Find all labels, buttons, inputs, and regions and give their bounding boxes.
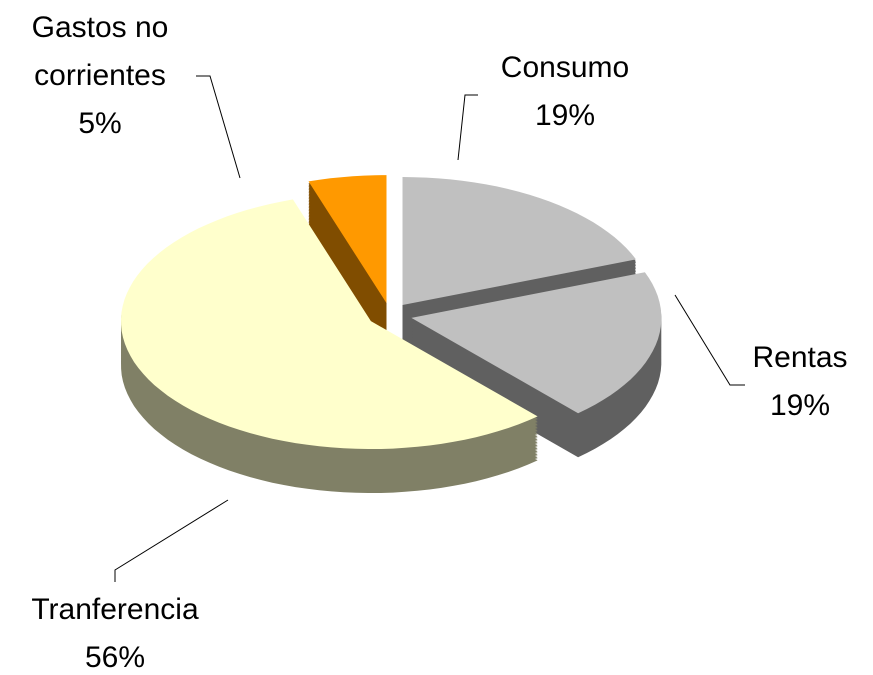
value-label: 19% (769, 389, 831, 422)
slice-label: Gastos no corrientes 5% (10, 4, 190, 148)
value-label: 5% (78, 107, 122, 140)
leader-line (674, 294, 745, 386)
slice-label: Rentas 19% (710, 334, 873, 430)
category-label: Tranferencia (31, 593, 199, 626)
value-label: 56% (84, 641, 146, 674)
category-label: Gastos no corrientes (31, 11, 169, 92)
slice (308, 175, 387, 304)
slice (121, 199, 538, 449)
category-label: Rentas (752, 341, 848, 374)
leader-line (457, 94, 478, 161)
slice-label: Consumo 19% (475, 44, 655, 140)
slice (402, 177, 636, 305)
slices (121, 175, 662, 493)
slice-label: Tranferencia 56% (5, 586, 225, 675)
slice (411, 272, 662, 414)
value-label: 19% (534, 99, 596, 132)
category-label: Consumo (500, 51, 630, 84)
leader-line (114, 499, 229, 582)
leader-line (196, 75, 241, 179)
